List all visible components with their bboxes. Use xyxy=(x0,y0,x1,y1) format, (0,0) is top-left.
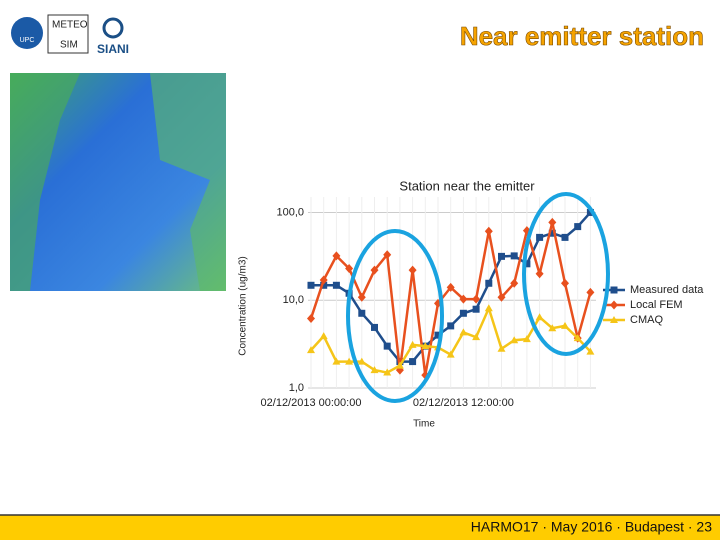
data-point xyxy=(357,357,366,365)
logo-text: SIM xyxy=(60,40,78,51)
y-axis-label: Concentration (ug/m3) xyxy=(238,256,249,356)
x-tick-label: 02/12/2013 00:00:00 xyxy=(261,397,362,409)
data-point xyxy=(586,208,594,216)
meteo-logo xyxy=(47,14,89,54)
data-point xyxy=(472,305,480,313)
data-point xyxy=(459,328,468,336)
siani-logo xyxy=(102,17,124,39)
data-point xyxy=(307,346,315,354)
map-land xyxy=(10,73,80,291)
legend-label: Measured data xyxy=(630,284,704,296)
footer-bar xyxy=(0,515,720,540)
y-tick-label: 100,0 xyxy=(276,206,304,218)
data-point xyxy=(561,278,569,288)
logo-text: SIANI xyxy=(97,42,129,56)
data-point xyxy=(573,334,582,342)
data-point xyxy=(447,322,455,330)
data-point xyxy=(408,340,417,348)
data-point xyxy=(484,304,493,312)
data-point xyxy=(408,265,417,275)
data-point xyxy=(459,309,467,317)
data-point xyxy=(434,331,442,339)
x-axis-label: Time xyxy=(413,419,435,430)
data-point xyxy=(548,229,556,237)
legend-label: Local FEM xyxy=(630,299,683,311)
data-point xyxy=(536,233,544,241)
logo-text: UPC xyxy=(20,37,35,44)
data-point xyxy=(307,281,315,289)
data-point xyxy=(332,281,340,289)
slide-title: Near emitter station xyxy=(460,21,704,51)
y-tick-label: 1,0 xyxy=(289,382,304,394)
data-point xyxy=(319,332,328,340)
data-point xyxy=(535,313,544,321)
data-point xyxy=(510,252,518,260)
logo-text: METEO xyxy=(52,20,88,31)
data-point xyxy=(574,223,582,231)
upc-logo xyxy=(11,17,43,49)
chart-title: Station near the emitter xyxy=(399,178,535,193)
data-point xyxy=(522,335,531,343)
data-point xyxy=(409,358,417,366)
data-point xyxy=(610,300,618,310)
data-point xyxy=(307,313,315,323)
data-point xyxy=(535,269,544,279)
data-point xyxy=(358,309,366,317)
data-point xyxy=(497,292,506,302)
data-point xyxy=(586,347,595,355)
data-point xyxy=(332,357,341,365)
data-point xyxy=(472,294,481,304)
data-point xyxy=(510,278,519,288)
data-point xyxy=(523,260,531,268)
data-point xyxy=(370,366,379,374)
data-point xyxy=(421,342,430,350)
x-tick-label: 02/12/2013 12:00:00 xyxy=(413,397,514,409)
data-point xyxy=(561,233,569,241)
data-point xyxy=(548,324,557,332)
data-point xyxy=(383,368,392,376)
data-point xyxy=(610,316,618,323)
highlight-ellipse xyxy=(346,229,444,403)
data-point xyxy=(610,286,618,294)
data-point xyxy=(446,350,455,358)
data-point xyxy=(446,282,455,292)
data-point xyxy=(370,265,379,275)
data-point xyxy=(485,279,493,287)
data-point xyxy=(383,342,391,350)
data-point xyxy=(319,275,328,285)
data-point xyxy=(383,250,392,260)
data-point xyxy=(371,323,378,331)
highlight-ellipse xyxy=(522,192,610,356)
footer-text: HARMO17 · May 2016 · Budapest · 23 xyxy=(471,519,712,535)
data-point xyxy=(357,292,366,302)
map-land xyxy=(150,73,226,291)
data-point xyxy=(332,251,341,261)
data-point xyxy=(395,361,404,369)
data-point xyxy=(459,294,468,304)
chart: Station near the emitter Time Concentrat… xyxy=(238,178,705,429)
data-point xyxy=(510,336,519,344)
data-point xyxy=(498,252,505,260)
data-point xyxy=(497,344,506,352)
y-tick-label: 10,0 xyxy=(283,294,304,306)
legend-label: CMAQ xyxy=(630,314,663,326)
data-point xyxy=(586,287,595,297)
data-point xyxy=(561,321,569,329)
logos: UPC METEO SIM SIANI xyxy=(11,14,129,56)
data-point xyxy=(320,281,328,289)
data-point xyxy=(345,357,354,365)
data-point xyxy=(345,263,354,273)
data-point xyxy=(472,333,481,341)
data-point xyxy=(484,226,493,236)
data-point xyxy=(548,217,557,227)
